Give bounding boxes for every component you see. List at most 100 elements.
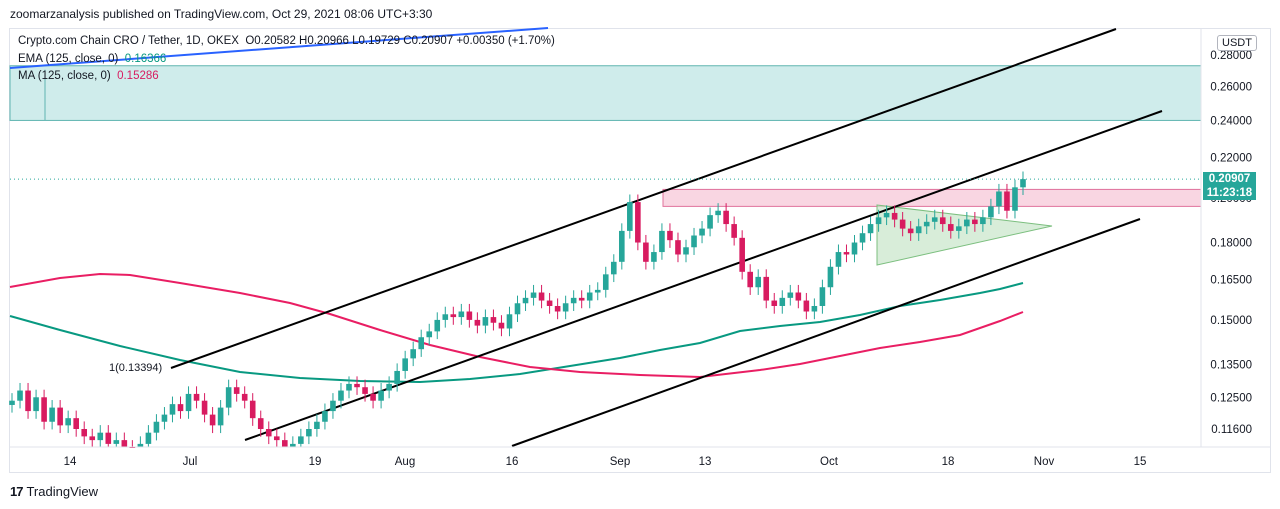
candle: [602, 274, 609, 290]
candle: [257, 418, 264, 429]
candle: [498, 322, 505, 329]
triangle-pattern: [876, 204, 1053, 266]
candle: [747, 271, 753, 288]
candle: [434, 319, 441, 332]
candle: [691, 235, 697, 248]
blue-trend-line: [9, 27, 549, 69]
candle: [1020, 179, 1026, 188]
candle: [554, 305, 561, 312]
teal-resistance-zone: [9, 65, 1202, 121]
time-tick-label: Sep: [610, 456, 630, 468]
candle: [755, 276, 762, 288]
candle: [723, 210, 729, 225]
candle: [65, 418, 71, 426]
candle: [290, 443, 296, 447]
pink-zone: [662, 188, 1202, 207]
candle: [811, 305, 818, 312]
candle: [964, 219, 970, 227]
ma-value: 0.15286: [117, 70, 159, 82]
channel-middle-line: [244, 110, 1163, 441]
legend-ema-line[interactable]: EMA (125, close, 0) 0.16366: [18, 53, 166, 65]
candle: [370, 393, 376, 401]
last-price-value: 0.20907: [1208, 173, 1251, 185]
candle: [41, 397, 47, 422]
candle: [137, 443, 144, 447]
time-tick-label: Nov: [1034, 456, 1055, 468]
candle: [282, 440, 288, 447]
time-tick-label: 13: [699, 456, 712, 468]
candle: [394, 370, 400, 384]
time-tick-label: 15: [1134, 456, 1147, 468]
candle: [466, 311, 473, 320]
candle: [586, 292, 593, 301]
candle: [209, 414, 216, 426]
candle: [265, 429, 272, 437]
time-tick-label: Oct: [820, 456, 839, 468]
ema-125-line: [9, 282, 1024, 384]
candle: [442, 314, 449, 320]
candle: [635, 202, 641, 243]
candle: [923, 221, 930, 227]
legend-ma-line[interactable]: MA (125, close, 0) 0.15286: [18, 70, 159, 82]
candle: [33, 397, 39, 412]
candle: [907, 228, 914, 234]
candle: [947, 224, 954, 231]
candle: [458, 311, 465, 318]
candle: [506, 314, 513, 329]
candle: [306, 429, 312, 437]
price-tick-label: 0.15000: [1210, 315, 1252, 327]
candle: [915, 226, 922, 234]
candle: [9, 400, 15, 405]
candle: [338, 390, 344, 401]
candle: [273, 436, 280, 441]
candle: [827, 266, 834, 288]
price-tick-label: 0.11600: [1211, 424, 1252, 436]
candle: [89, 436, 96, 441]
candle: [426, 331, 433, 338]
time-tick-label: 18: [942, 456, 955, 468]
candle: [169, 404, 176, 415]
candle: [217, 407, 224, 426]
tradingview-brand[interactable]: 17 TradingView: [10, 484, 98, 499]
candle: [225, 387, 232, 408]
candle: [105, 432, 112, 444]
time-tick-label: 14: [64, 456, 77, 468]
fib-label: 1(0.13394): [109, 362, 162, 374]
candle: [538, 292, 545, 301]
candle: [763, 276, 770, 301]
legend-symbol-line: Crypto.com Chain CRO / Tether, 1D, OKEX …: [18, 35, 555, 47]
candle: [899, 219, 906, 229]
candle: [49, 407, 55, 422]
candle: [891, 212, 898, 220]
channel-lower-line: [511, 218, 1141, 447]
candle: [643, 242, 649, 262]
candle: [803, 300, 810, 312]
candle: [386, 383, 392, 391]
candle: [490, 317, 497, 323]
ema-value: 0.16366: [124, 53, 167, 65]
candle: [378, 390, 384, 401]
candle: [153, 421, 160, 433]
candle: [298, 436, 304, 444]
candle: [97, 432, 104, 441]
ema-label: EMA (125, close, 0): [18, 53, 119, 65]
candle: [779, 297, 786, 306]
candle: [81, 429, 88, 437]
candle: [314, 421, 320, 429]
candle: [835, 252, 842, 267]
candle: [875, 217, 882, 225]
candle: [972, 219, 978, 225]
tradingview-logo-icon: 17: [10, 484, 24, 499]
candle: [546, 300, 553, 306]
candle: [57, 407, 63, 426]
candle: [362, 387, 368, 394]
candle: [1012, 187, 1018, 211]
candle: [201, 400, 208, 415]
candle: [322, 411, 328, 422]
bar-countdown: 11:23:18: [1206, 187, 1253, 199]
candle: [659, 230, 665, 253]
candle: [418, 337, 425, 350]
candle: [249, 400, 256, 419]
currency-button[interactable]: USDT: [1217, 35, 1257, 51]
